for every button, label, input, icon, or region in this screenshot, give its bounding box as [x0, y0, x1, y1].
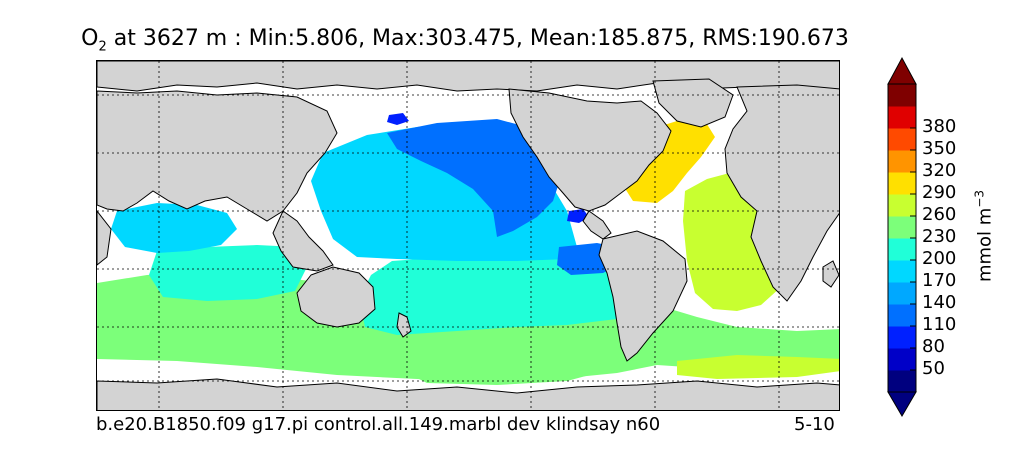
field-indian-north	[111, 203, 237, 253]
colorbar-tick-label: 350	[922, 138, 957, 159]
colorbar-tick-label: 170	[922, 270, 957, 291]
graticule	[97, 61, 839, 410]
colorbar-tick-label: 200	[922, 248, 957, 269]
year-range-label: 5-10	[794, 414, 835, 435]
land-greenland	[652, 78, 734, 128]
colorbar-tick-label: 140	[922, 292, 957, 313]
colorbar-tick-label: 260	[922, 204, 957, 225]
colorbar-over-extension	[887, 56, 917, 85]
land-europe-africa	[724, 84, 839, 302]
title-species: O	[81, 26, 99, 51]
colorbar-tick-label: 50	[922, 358, 945, 379]
colorbar-tick-label: 110	[922, 314, 957, 335]
land-south-america	[598, 230, 688, 362]
land-eurasia	[97, 90, 338, 222]
colorbar-segment	[888, 260, 916, 283]
land-north-america	[508, 88, 672, 212]
colorbar-tick-label: 290	[922, 182, 957, 203]
field-south-pacific	[359, 257, 637, 335]
colorbar-segment	[888, 84, 916, 107]
land-antarctica	[97, 378, 839, 410]
colorbar	[887, 56, 917, 417]
colorbar-segment	[888, 128, 916, 151]
colorbar-segment	[888, 348, 916, 371]
colorbar-segment	[888, 216, 916, 239]
colorbar-under-extension	[887, 391, 917, 417]
field-southern-atlantic-band	[677, 355, 839, 379]
title-stats: at 3627 m : Min:5.806, Max:303.475, Mean…	[106, 26, 849, 51]
map-plot-area	[96, 60, 840, 411]
title-subscript: 2	[98, 39, 107, 55]
land-new-zealand	[396, 312, 412, 338]
land-australia	[296, 266, 376, 328]
land	[97, 61, 839, 410]
chart-title: O2 at 3627 m : Min:5.806, Max:303.475, M…	[0, 26, 930, 54]
units-exponent: −3	[972, 189, 987, 208]
case-name-label: b.e20.B1850.f09 g17.pi control.all.149.m…	[96, 414, 661, 435]
colorbar-tick-label: 230	[922, 226, 957, 247]
units-main: mmol m	[974, 207, 996, 283]
colorbar-segment	[888, 150, 916, 173]
colorbar-segment	[888, 370, 916, 393]
colorbar-segment	[888, 238, 916, 261]
colorbar-tick-label: 80	[922, 336, 945, 357]
field-north-pacific-core	[387, 119, 561, 237]
field-southern-band	[407, 365, 597, 385]
field-aleutian-deep	[387, 113, 409, 125]
colorbar-segment	[888, 106, 916, 129]
land-madagascar	[822, 260, 839, 288]
colorbar-segment	[888, 172, 916, 195]
field-indian-south	[149, 245, 307, 301]
colorbar-segment	[888, 194, 916, 217]
colorbar-tick-label: 380	[922, 116, 957, 137]
colorbar-segment	[888, 304, 916, 327]
colorbar-segment	[888, 282, 916, 305]
land-southeast-asia	[272, 210, 334, 272]
ocean-field-map	[97, 61, 839, 410]
colorbar-tick-label: 320	[922, 160, 957, 181]
land-africa-west	[97, 210, 112, 266]
colorbar-segment	[888, 326, 916, 349]
colorbar-units-label: mmol m−3	[973, 190, 996, 282]
